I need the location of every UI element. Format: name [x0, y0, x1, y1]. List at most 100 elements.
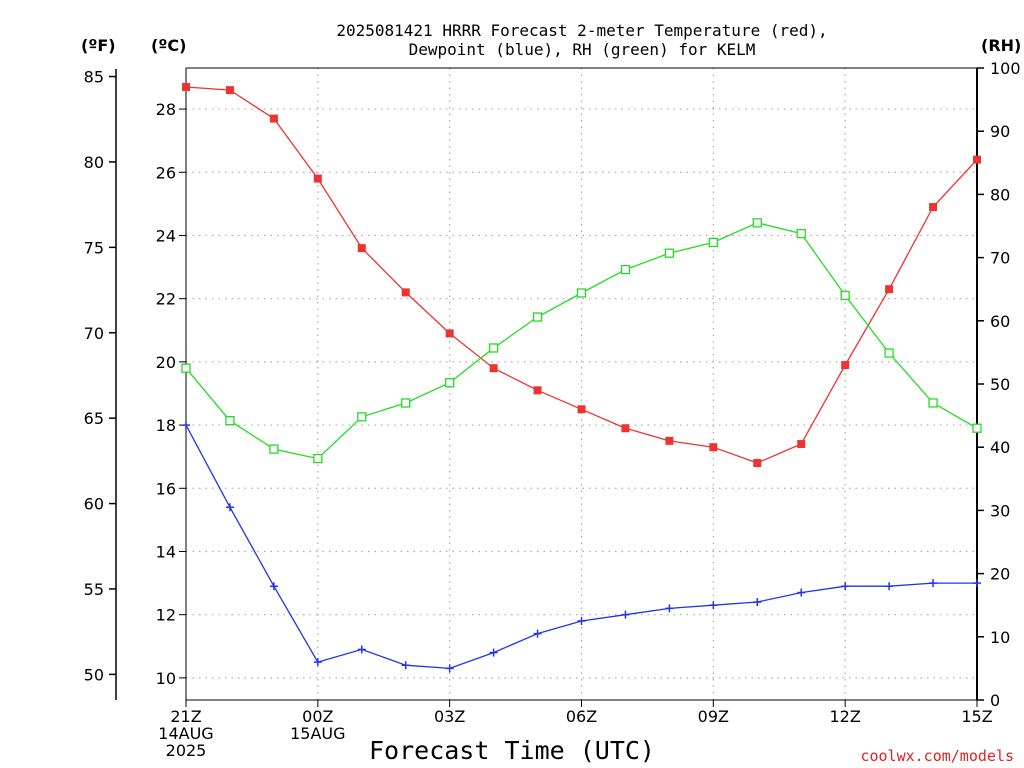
temperature-point [753, 459, 762, 467]
grid [186, 68, 977, 700]
fahrenheit-tick-label: 65 [84, 409, 104, 428]
temperature-point [313, 174, 322, 183]
rh-point [972, 423, 982, 433]
dewpoint-point [929, 579, 938, 588]
rh-point [313, 453, 323, 464]
temperature-point [709, 443, 718, 452]
dewpoint-series [182, 421, 981, 673]
rh-series [181, 218, 982, 464]
rh-tick-label: 100 [990, 59, 1021, 78]
fahrenheit-tick-label: 80 [84, 153, 104, 172]
temperature-point [621, 424, 630, 433]
rh-point [401, 398, 411, 408]
dewpoint-point [182, 421, 190, 430]
rh-point [840, 290, 850, 301]
fahrenheit-tick-label: 70 [84, 324, 104, 343]
dewpoint-line [185, 424, 977, 670]
axes [109, 67, 984, 707]
rh-tick-label: 80 [990, 185, 1010, 204]
dewpoint-point [621, 610, 630, 619]
celsius-unit-label: (ºC) [151, 36, 186, 55]
series [181, 82, 982, 673]
dewpoint-point [973, 579, 981, 588]
rh-point [664, 248, 675, 258]
dewpoint-point [445, 664, 454, 673]
x-tick-label: 00Z [302, 707, 333, 726]
x-tick-label: 12Z [830, 707, 861, 726]
fahrenheit-tick-label: 50 [84, 665, 104, 684]
dewpoint-point [841, 582, 850, 591]
temperature-series [182, 82, 981, 467]
dewpoint-point [709, 601, 718, 610]
rh-point [620, 264, 631, 275]
dewpoint-point [357, 645, 366, 654]
dewpoint-point [401, 661, 410, 670]
dewpoint-point [225, 503, 234, 512]
x-tick-label: 15Z [961, 707, 992, 726]
rh-point [445, 378, 455, 388]
celsius-tick-label: 24 [156, 226, 176, 245]
rh-tick-label: 70 [990, 249, 1010, 268]
celsius-tick-label: 16 [156, 479, 176, 498]
rh-tick-label: 40 [990, 438, 1010, 457]
rh-point [708, 237, 718, 248]
tick-labels: 10 12 14 16 18 20 22 24 26 28 50 55 60 65 70 75 80 85 0 10 2… [84, 59, 1021, 760]
axis-unit-labels: (ºF) (ºC) (RH) [81, 36, 1021, 55]
temperature-point [269, 114, 278, 123]
fahrenheit-unit-label: (ºF) [81, 36, 116, 55]
temperature-point [401, 288, 410, 297]
temperature-point [489, 364, 498, 373]
dewpoint-point [885, 582, 894, 591]
rh-point [576, 288, 587, 298]
rh-point [532, 312, 543, 322]
celsius-tick-label: 14 [156, 542, 176, 561]
x-tick-label: 21Z [170, 707, 201, 726]
celsius-tick-label: 26 [156, 163, 176, 182]
celsius-tick-label: 28 [156, 100, 176, 119]
rh-tick-label: 20 [990, 565, 1010, 584]
x-tick-label: 14AUG [158, 724, 213, 743]
title-line-1: 2025081421 HRRR Forecast 2-meter Tempera… [336, 21, 827, 40]
title-line-2: Dewpoint (blue), RH (green) for KELM [409, 40, 756, 59]
rh-point [225, 416, 235, 426]
x-tick-label: 03Z [434, 707, 465, 726]
temperature-point [533, 386, 542, 395]
rh-point [796, 228, 806, 239]
x-tick-label: 09Z [698, 707, 729, 726]
temperature-point [357, 244, 366, 253]
temperature-point [577, 405, 586, 414]
rh-tick-label: 90 [990, 122, 1010, 141]
chart-title: 2025081421 HRRR Forecast 2-meter Tempera… [336, 21, 827, 59]
celsius-tick-label: 10 [156, 669, 176, 688]
fahrenheit-tick-label: 60 [84, 495, 104, 514]
rh-point [884, 348, 894, 358]
rh-tick-label: 0 [990, 691, 1000, 710]
dewpoint-point [313, 658, 322, 667]
rh-tick-label: 50 [990, 375, 1010, 394]
celsius-tick-label: 22 [156, 290, 176, 309]
rh-point [752, 218, 762, 228]
temperature-point [445, 329, 454, 338]
rh-point [488, 343, 499, 353]
dewpoint-point [797, 588, 806, 597]
x-tick-label: 15AUG [290, 724, 345, 743]
temperature-point [929, 203, 938, 212]
temperature-point [973, 155, 981, 164]
temperature-point [225, 86, 234, 95]
dewpoint-point [665, 604, 674, 613]
celsius-tick-label: 18 [156, 416, 176, 435]
rh-tick-label: 10 [990, 628, 1010, 647]
rh-point [928, 398, 938, 408]
temperature-point [885, 285, 894, 294]
rh-tick-label: 60 [990, 312, 1010, 331]
dewpoint-point [577, 617, 586, 625]
rh-point [269, 444, 279, 454]
temperature-point [665, 436, 674, 445]
temperature-point [182, 82, 190, 91]
fahrenheit-tick-label: 75 [84, 238, 104, 257]
celsius-tick-label: 20 [156, 353, 176, 372]
rh-line [185, 222, 978, 460]
dewpoint-point [489, 648, 498, 657]
temperature-point [841, 361, 850, 370]
